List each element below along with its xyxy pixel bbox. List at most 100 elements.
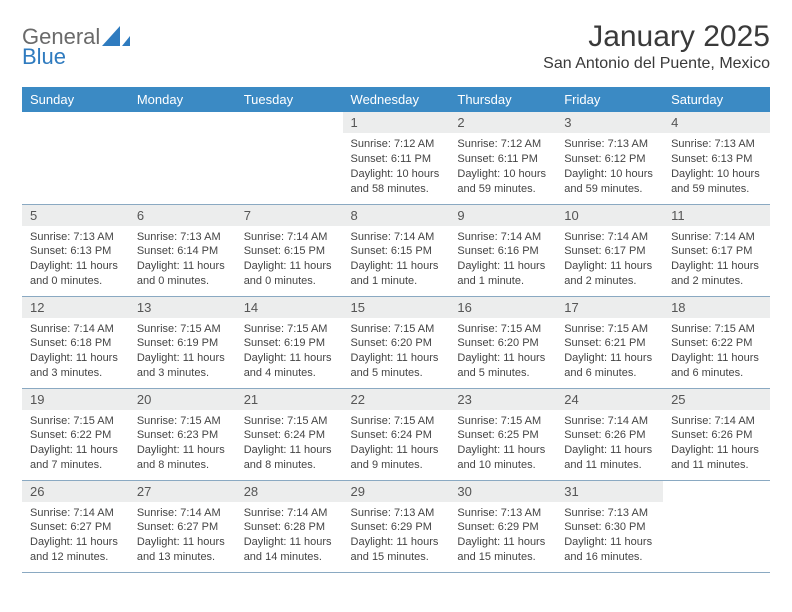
day-number: 11 — [663, 205, 770, 226]
calendar-cell: 5Sunrise: 7:13 AMSunset: 6:13 PMDaylight… — [22, 204, 129, 296]
day-data: Sunrise: 7:14 AMSunset: 6:15 PMDaylight:… — [236, 226, 343, 295]
day-number: 13 — [129, 297, 236, 318]
day-number: 5 — [22, 205, 129, 226]
weekday-header: Monday — [129, 87, 236, 112]
day-data: Sunrise: 7:12 AMSunset: 6:11 PMDaylight:… — [343, 133, 450, 202]
day-number: 31 — [556, 481, 663, 502]
day-data: Sunrise: 7:14 AMSunset: 6:17 PMDaylight:… — [556, 226, 663, 295]
calendar-cell: 25Sunrise: 7:14 AMSunset: 6:26 PMDayligh… — [663, 388, 770, 480]
calendar-cell: 7Sunrise: 7:14 AMSunset: 6:15 PMDaylight… — [236, 204, 343, 296]
calendar-cell: 20Sunrise: 7:15 AMSunset: 6:23 PMDayligh… — [129, 388, 236, 480]
day-number: 16 — [449, 297, 556, 318]
day-number: 17 — [556, 297, 663, 318]
day-data: Sunrise: 7:13 AMSunset: 6:12 PMDaylight:… — [556, 133, 663, 202]
day-number: 4 — [663, 112, 770, 133]
weekday-header: Saturday — [663, 87, 770, 112]
day-number: 7 — [236, 205, 343, 226]
calendar-cell — [663, 480, 770, 572]
title-block: January 2025 San Antonio del Puente, Mex… — [543, 20, 770, 73]
day-data: Sunrise: 7:15 AMSunset: 6:23 PMDaylight:… — [129, 410, 236, 479]
day-data: Sunrise: 7:13 AMSunset: 6:29 PMDaylight:… — [449, 502, 556, 571]
calendar-table: SundayMondayTuesdayWednesdayThursdayFrid… — [22, 87, 770, 573]
day-data: Sunrise: 7:12 AMSunset: 6:11 PMDaylight:… — [449, 133, 556, 202]
weekday-header: Friday — [556, 87, 663, 112]
calendar-cell: 19Sunrise: 7:15 AMSunset: 6:22 PMDayligh… — [22, 388, 129, 480]
calendar-cell: 23Sunrise: 7:15 AMSunset: 6:25 PMDayligh… — [449, 388, 556, 480]
title-location: San Antonio del Puente, Mexico — [543, 55, 770, 73]
day-number: 2 — [449, 112, 556, 133]
day-data: Sunrise: 7:15 AMSunset: 6:19 PMDaylight:… — [236, 318, 343, 387]
calendar-cell: 29Sunrise: 7:13 AMSunset: 6:29 PMDayligh… — [343, 480, 450, 572]
day-data: Sunrise: 7:14 AMSunset: 6:26 PMDaylight:… — [663, 410, 770, 479]
calendar-cell: 21Sunrise: 7:15 AMSunset: 6:24 PMDayligh… — [236, 388, 343, 480]
day-data: Sunrise: 7:14 AMSunset: 6:18 PMDaylight:… — [22, 318, 129, 387]
day-number: 6 — [129, 205, 236, 226]
calendar-week-row: 5Sunrise: 7:13 AMSunset: 6:13 PMDaylight… — [22, 204, 770, 296]
calendar-cell: 26Sunrise: 7:14 AMSunset: 6:27 PMDayligh… — [22, 480, 129, 572]
calendar-cell: 9Sunrise: 7:14 AMSunset: 6:16 PMDaylight… — [449, 204, 556, 296]
calendar-cell: 16Sunrise: 7:15 AMSunset: 6:20 PMDayligh… — [449, 296, 556, 388]
day-data: Sunrise: 7:14 AMSunset: 6:26 PMDaylight:… — [556, 410, 663, 479]
calendar-cell: 27Sunrise: 7:14 AMSunset: 6:27 PMDayligh… — [129, 480, 236, 572]
calendar-cell — [22, 112, 129, 204]
logo-sail-icon — [102, 26, 130, 48]
calendar-cell: 10Sunrise: 7:14 AMSunset: 6:17 PMDayligh… — [556, 204, 663, 296]
calendar-cell: 24Sunrise: 7:14 AMSunset: 6:26 PMDayligh… — [556, 388, 663, 480]
day-data: Sunrise: 7:13 AMSunset: 6:29 PMDaylight:… — [343, 502, 450, 571]
day-number: 24 — [556, 389, 663, 410]
day-data: Sunrise: 7:15 AMSunset: 6:19 PMDaylight:… — [129, 318, 236, 387]
day-data: Sunrise: 7:13 AMSunset: 6:13 PMDaylight:… — [22, 226, 129, 295]
calendar-cell: 18Sunrise: 7:15 AMSunset: 6:22 PMDayligh… — [663, 296, 770, 388]
calendar-cell: 17Sunrise: 7:15 AMSunset: 6:21 PMDayligh… — [556, 296, 663, 388]
day-number: 3 — [556, 112, 663, 133]
page-header: General January 2025 San Antonio del Pue… — [22, 20, 770, 73]
day-data: Sunrise: 7:15 AMSunset: 6:20 PMDaylight:… — [343, 318, 450, 387]
day-data: Sunrise: 7:14 AMSunset: 6:15 PMDaylight:… — [343, 226, 450, 295]
day-data: Sunrise: 7:15 AMSunset: 6:24 PMDaylight:… — [343, 410, 450, 479]
day-number: 19 — [22, 389, 129, 410]
day-data: Sunrise: 7:15 AMSunset: 6:25 PMDaylight:… — [449, 410, 556, 479]
calendar-body: 1Sunrise: 7:12 AMSunset: 6:11 PMDaylight… — [22, 112, 770, 572]
day-number: 23 — [449, 389, 556, 410]
day-data: Sunrise: 7:15 AMSunset: 6:22 PMDaylight:… — [663, 318, 770, 387]
day-number: 27 — [129, 481, 236, 502]
day-number: 25 — [663, 389, 770, 410]
calendar-cell: 3Sunrise: 7:13 AMSunset: 6:12 PMDaylight… — [556, 112, 663, 204]
logo-text-2: Blue — [22, 44, 66, 70]
day-data: Sunrise: 7:13 AMSunset: 6:30 PMDaylight:… — [556, 502, 663, 571]
day-number: 8 — [343, 205, 450, 226]
weekday-header: Tuesday — [236, 87, 343, 112]
calendar-cell: 4Sunrise: 7:13 AMSunset: 6:13 PMDaylight… — [663, 112, 770, 204]
day-number: 29 — [343, 481, 450, 502]
weekday-header: Thursday — [449, 87, 556, 112]
calendar-cell: 14Sunrise: 7:15 AMSunset: 6:19 PMDayligh… — [236, 296, 343, 388]
calendar-week-row: 26Sunrise: 7:14 AMSunset: 6:27 PMDayligh… — [22, 480, 770, 572]
calendar-cell: 15Sunrise: 7:15 AMSunset: 6:20 PMDayligh… — [343, 296, 450, 388]
day-data: Sunrise: 7:14 AMSunset: 6:27 PMDaylight:… — [129, 502, 236, 571]
calendar-cell: 28Sunrise: 7:14 AMSunset: 6:28 PMDayligh… — [236, 480, 343, 572]
day-number: 14 — [236, 297, 343, 318]
day-data: Sunrise: 7:15 AMSunset: 6:24 PMDaylight:… — [236, 410, 343, 479]
day-number: 28 — [236, 481, 343, 502]
day-number: 15 — [343, 297, 450, 318]
day-data: Sunrise: 7:14 AMSunset: 6:27 PMDaylight:… — [22, 502, 129, 571]
day-data: Sunrise: 7:14 AMSunset: 6:16 PMDaylight:… — [449, 226, 556, 295]
day-data: Sunrise: 7:14 AMSunset: 6:17 PMDaylight:… — [663, 226, 770, 295]
calendar-cell: 31Sunrise: 7:13 AMSunset: 6:30 PMDayligh… — [556, 480, 663, 572]
day-data: Sunrise: 7:13 AMSunset: 6:13 PMDaylight:… — [663, 133, 770, 202]
day-data: Sunrise: 7:13 AMSunset: 6:14 PMDaylight:… — [129, 226, 236, 295]
day-number: 18 — [663, 297, 770, 318]
calendar-week-row: 1Sunrise: 7:12 AMSunset: 6:11 PMDaylight… — [22, 112, 770, 204]
day-number: 21 — [236, 389, 343, 410]
day-data: Sunrise: 7:14 AMSunset: 6:28 PMDaylight:… — [236, 502, 343, 571]
day-number: 22 — [343, 389, 450, 410]
title-month: January 2025 — [543, 20, 770, 53]
weekday-header-row: SundayMondayTuesdayWednesdayThursdayFrid… — [22, 87, 770, 112]
day-data: Sunrise: 7:15 AMSunset: 6:20 PMDaylight:… — [449, 318, 556, 387]
calendar-cell: 13Sunrise: 7:15 AMSunset: 6:19 PMDayligh… — [129, 296, 236, 388]
calendar-cell: 2Sunrise: 7:12 AMSunset: 6:11 PMDaylight… — [449, 112, 556, 204]
calendar-cell — [129, 112, 236, 204]
day-number: 9 — [449, 205, 556, 226]
weekday-header: Wednesday — [343, 87, 450, 112]
calendar-cell — [236, 112, 343, 204]
